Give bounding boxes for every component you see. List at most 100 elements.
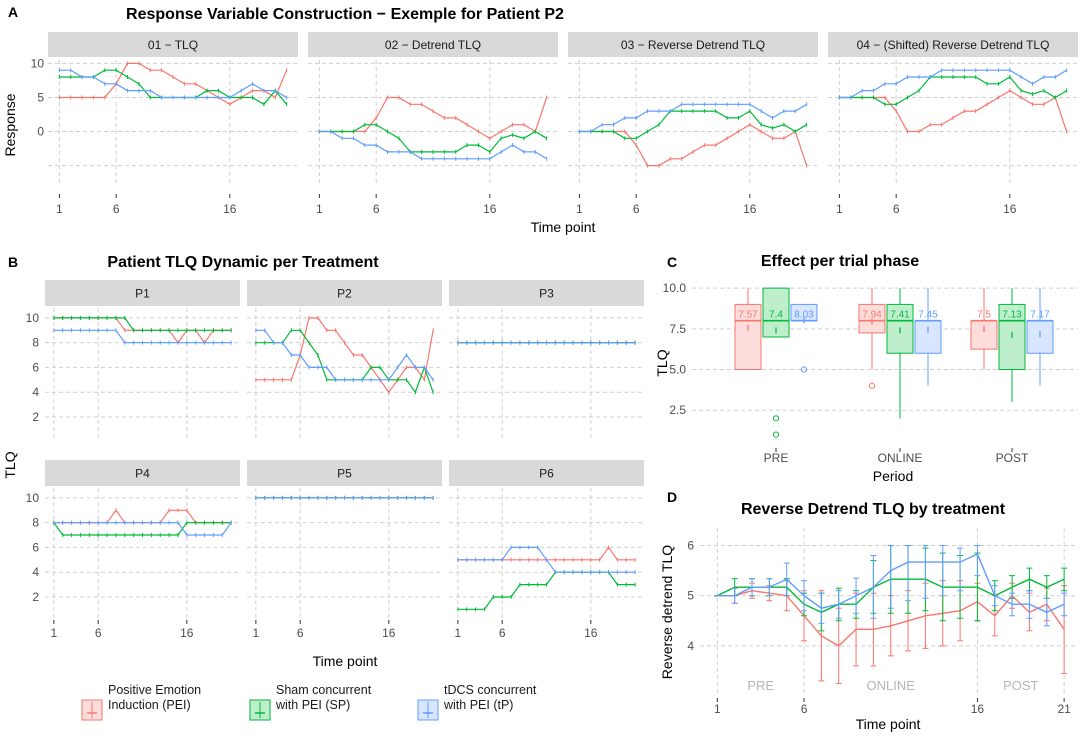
mean-label: 7.57 <box>738 310 758 321</box>
facet-label: P4 <box>135 467 150 481</box>
y-tick-label: 6 <box>687 539 694 553</box>
legend-label: with PEI (tP) <box>443 698 513 712</box>
y-tick-label: 7.5 <box>669 322 686 336</box>
x-tick-label: 6 <box>893 202 900 216</box>
x-tick-label: POST <box>996 451 1029 465</box>
y-tick-label: 5 <box>687 589 694 603</box>
series-tP <box>717 553 1065 614</box>
phase-label: PRE <box>747 678 774 693</box>
x-tick-label: 6 <box>95 626 102 640</box>
outlier-point <box>772 431 780 438</box>
phase-label: POST <box>1003 678 1038 693</box>
y-tick-label: 10 <box>31 56 45 70</box>
y-axis-label: TLQ <box>654 349 670 376</box>
y-tick-label: 0 <box>37 125 44 139</box>
facet-label: P3 <box>539 287 554 301</box>
series-PEI <box>717 589 1065 647</box>
panel-letter: C <box>667 254 677 270</box>
x-axis-label: Time point <box>856 716 921 732</box>
y-axis-label: TLQ <box>2 451 18 478</box>
x-tick-label: 16 <box>584 626 598 640</box>
x-tick-label: 6 <box>633 202 640 216</box>
mean-label: 7.41 <box>890 310 910 321</box>
y-tick-label: 10.0 <box>663 281 687 295</box>
legend-label: Positive Emotion <box>108 683 201 697</box>
x-tick-label: 16 <box>743 202 757 216</box>
outlier-point <box>868 382 876 389</box>
mean-label: 7.4 <box>769 310 783 321</box>
mean-label: 7.13 <box>1002 310 1022 321</box>
facet-label: P5 <box>337 467 352 481</box>
y-tick-label: 6 <box>32 360 39 374</box>
box-PEI <box>858 303 886 334</box>
facet-strip <box>568 32 818 57</box>
y-tick-label: 5 <box>37 90 44 104</box>
box-PEI <box>734 303 762 371</box>
series-SP <box>457 571 636 610</box>
x-tick-label: 6 <box>113 202 120 216</box>
panel-letter: D <box>667 489 677 505</box>
y-tick-label: 8 <box>32 516 39 530</box>
facet-strip <box>45 280 240 306</box>
x-tick-label: 6 <box>801 702 808 716</box>
x-tick-label: 21 <box>1057 702 1071 716</box>
x-tick-label: 6 <box>373 202 380 216</box>
x-axis-label: Period <box>873 468 913 484</box>
facet-label: 04 − (Shifted) Reverse Detrend TLQ <box>857 38 1050 52</box>
panel-d-reverse-detrend: D Reverse Detrend TLQ by treatment 4 5 6 PRE O… <box>659 489 1078 732</box>
facet-strip <box>45 460 240 486</box>
x-tick-label: 16 <box>1003 202 1017 216</box>
chart-title: Response Variable Construction − Exemple… <box>126 6 564 23</box>
mean-label: 7.45 <box>918 310 938 321</box>
box-PEI <box>970 320 998 350</box>
panel-b-patient-dynamics: B Patient TLQ Dynamic per Treatment P1 2 4 6 8… <box>2 254 644 669</box>
x-tick-label: 1 <box>455 626 462 640</box>
phase-label: ONLINE <box>867 678 916 693</box>
x-tick-label: 1 <box>714 702 721 716</box>
y-tick-label: 4 <box>32 385 39 399</box>
y-tick-label: 2 <box>32 410 39 424</box>
mean-label: 7.17 <box>1030 310 1050 321</box>
x-tick-label: PRE <box>764 451 789 465</box>
x-tick-label: 1 <box>56 202 63 216</box>
chart-title: Patient TLQ Dynamic per Treatment <box>107 254 379 271</box>
x-tick-label: 1 <box>253 626 260 640</box>
panel-a-response-construction: A Response Variable Construction − Exempl… <box>2 4 1078 235</box>
panel-c-effect-per-phase: C Effect per trial phase2.55.07.510.07.57… <box>654 253 1078 484</box>
box-tP <box>914 320 942 354</box>
y-tick-label: 2.5 <box>669 403 686 417</box>
x-tick-label: 16 <box>483 202 497 216</box>
x-tick-label: 16 <box>382 626 396 640</box>
facet-strip <box>247 280 442 306</box>
y-tick-label: 10 <box>26 311 40 325</box>
chart-title: Reverse Detrend TLQ by treatment <box>741 501 1006 518</box>
y-tick-label: 6 <box>32 540 39 554</box>
y-tick-label: 4 <box>32 565 39 579</box>
y-axis-label: Reverse detrend TLQ <box>659 545 675 679</box>
facet-label: 03 − Reverse Detrend TLQ <box>621 38 765 52</box>
facet-label: P6 <box>539 467 554 481</box>
chart-title: Effect per trial phase <box>761 253 919 270</box>
facet-strip <box>308 32 558 57</box>
x-axis-label: Time point <box>313 653 378 669</box>
outlier-point <box>772 415 780 422</box>
x-tick-label: 1 <box>836 202 843 216</box>
x-tick-label: 16 <box>223 202 237 216</box>
y-tick-label: 5.0 <box>669 363 686 377</box>
legend-label: tDCS concurrent <box>444 683 537 697</box>
y-tick-label: 10 <box>26 491 40 505</box>
facet-strip <box>449 280 644 306</box>
x-axis-label: Time point <box>531 219 596 235</box>
x-tick-label: 1 <box>576 202 583 216</box>
y-tick-label: 8 <box>32 336 39 350</box>
x-tick-label: 1 <box>51 626 58 640</box>
facet-label: 01 − TLQ <box>148 38 198 52</box>
x-tick-label: 16 <box>180 626 194 640</box>
mean-label: 7.5 <box>977 310 991 321</box>
facet-strip <box>48 32 298 57</box>
mean-label: 7.94 <box>862 310 882 321</box>
x-tick-label: ONLINE <box>878 451 923 465</box>
y-tick-label: 4 <box>687 639 694 653</box>
